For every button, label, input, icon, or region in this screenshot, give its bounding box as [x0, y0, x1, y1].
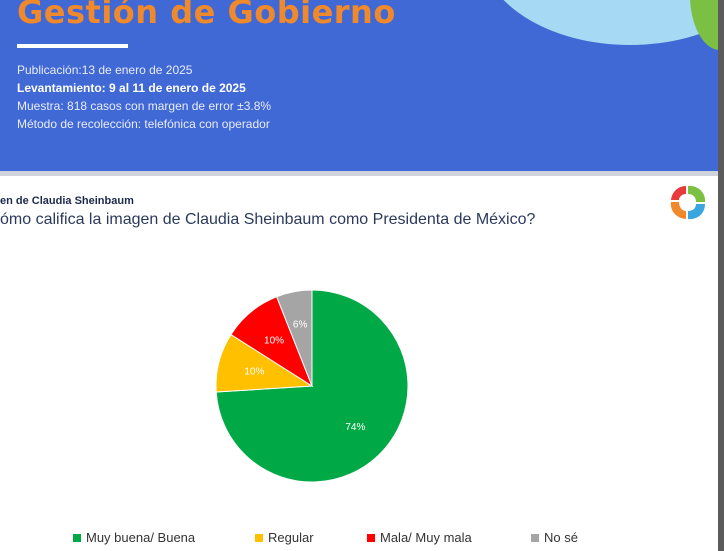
pie-label-regular: 10%: [244, 367, 264, 378]
legend-swatch: [73, 533, 81, 542]
legend-swatch: [367, 533, 375, 542]
pollster-logo-icon: [670, 185, 706, 220]
legend-label: No sé: [544, 530, 578, 545]
publication-date: Publicación:13 de enero de 2025: [17, 63, 193, 77]
legend-swatch: [531, 533, 539, 542]
page-edge: [718, 0, 724, 551]
legend-item-no-se: No sé: [531, 530, 578, 545]
legend-item-mala: Mala/ Muy mala: [367, 530, 472, 545]
collection-method: Método de recolección: telefónica con op…: [17, 117, 270, 131]
legend-label: Mala/ Muy mala: [380, 530, 472, 545]
section-label: en de Claudia Sheinbaum: [0, 195, 134, 207]
slide-divider: [0, 171, 718, 176]
question-text: ómo califica la imagen de Claudia Sheinb…: [0, 211, 536, 228]
fieldwork-dates: Levantamiento: 9 al 11 de enero de 2025: [17, 81, 246, 95]
decorative-blob: [480, 0, 718, 45]
pie-chart: 74% 10% 10% 6%: [215, 289, 409, 483]
chart-legend: Muy buena/ Buena Regular Mala/ Muy mala …: [0, 530, 718, 550]
legend-label: Regular: [268, 530, 314, 545]
legend-label: Muy buena/ Buena: [86, 530, 196, 545]
decorative-blob-green: [690, 0, 718, 50]
legend-item-regular: Regular: [255, 530, 314, 545]
pie-label-no-se: 6%: [293, 319, 308, 330]
header-banner: Gestión de Gobierno Publicación:13 de en…: [0, 0, 718, 171]
pie-label-muy-buena-buena: 74%: [345, 422, 365, 433]
banner-title: Gestión de Gobierno: [17, 0, 396, 31]
pie-slice-no-se: [276, 289, 313, 387]
title-underline: [17, 44, 128, 48]
legend-swatch: [255, 533, 263, 542]
pie-label-mala-muy-mala: 10%: [264, 336, 284, 347]
legend-item-muy-buena: Muy buena/ Buena: [73, 530, 195, 545]
sample-info: Muestra: 818 casos con margen de error ±…: [17, 99, 272, 113]
